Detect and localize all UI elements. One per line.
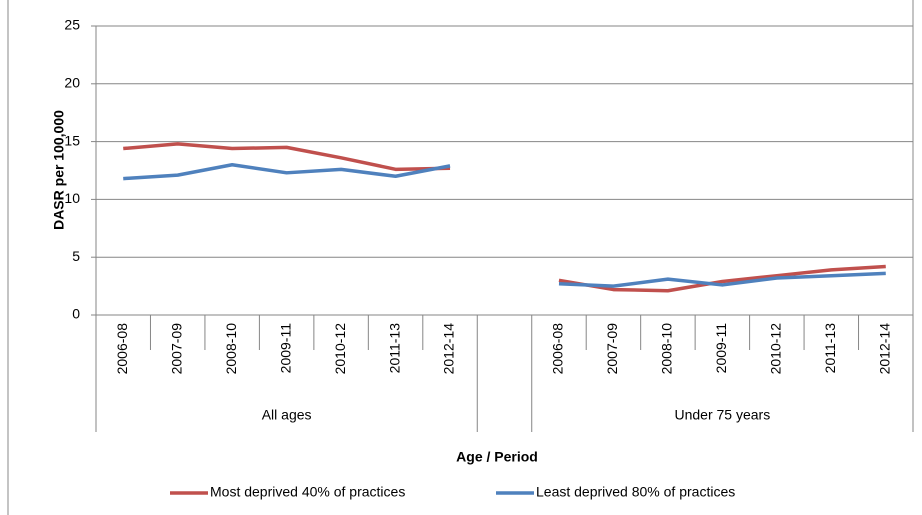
x-tick-label: 2009-11 (277, 323, 293, 374)
x-tick-label: 2007-09 (604, 323, 620, 375)
y-tick-label: 10 (64, 190, 80, 206)
y-tick-label: 0 (72, 306, 80, 322)
x-tick-label: 2008-10 (659, 323, 675, 375)
series-line (123, 142, 886, 293)
group-label: All ages (262, 407, 312, 423)
legend-label: Most deprived 40% of practices (210, 484, 405, 500)
x-tick-label: 2008-10 (223, 323, 239, 375)
y-tick-label: 20 (64, 75, 80, 91)
x-axis-title: Age / Period (456, 449, 538, 465)
x-tick-label: 2007-09 (168, 323, 184, 375)
x-tick-label: 2006-08 (114, 323, 130, 375)
x-tick-label: 2010-12 (332, 323, 348, 375)
x-tick-label: 2006-08 (550, 323, 566, 375)
x-tick-label: 2010-12 (768, 323, 784, 375)
y-tick-label: 5 (72, 248, 80, 264)
x-tick-label: 2012-14 (441, 323, 457, 375)
y-tick-label: 15 (64, 132, 80, 148)
group-label: Under 75 years (675, 407, 771, 423)
legend-label: Least deprived 80% of practices (536, 484, 735, 500)
y-tick-label: 25 (64, 17, 80, 33)
x-tick-label: 2011-13 (386, 323, 402, 374)
series-line (123, 162, 886, 288)
y-axis-title: DASR per 100,000 (51, 110, 67, 230)
x-tick-label: 2009-11 (713, 323, 729, 374)
x-tick-label: 2012-14 (876, 323, 892, 375)
x-tick-label: 2011-13 (822, 323, 838, 374)
